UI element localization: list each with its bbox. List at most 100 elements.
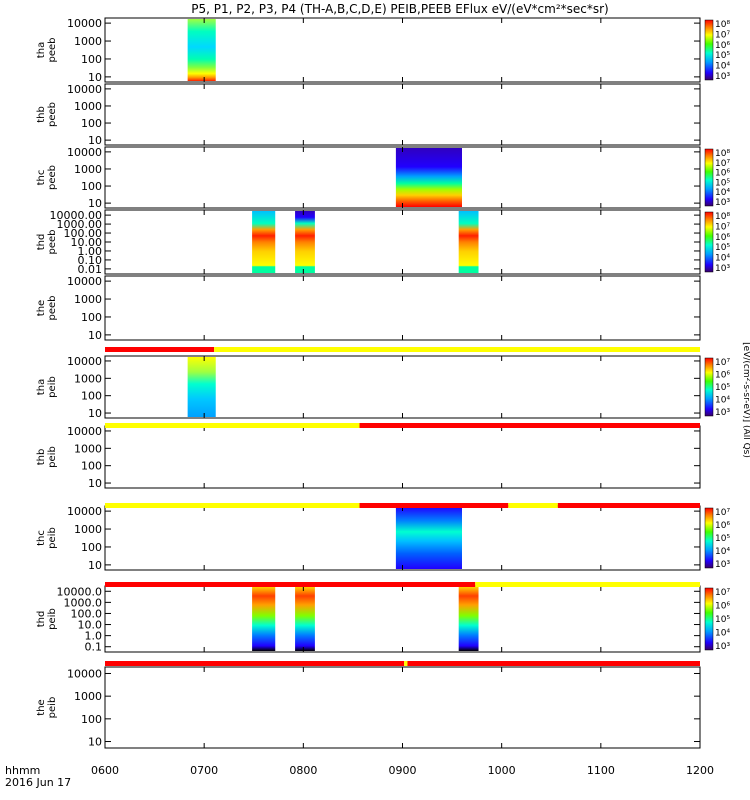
colorbar <box>704 587 714 651</box>
colorbar-tick-label: 10⁷ <box>715 588 730 598</box>
colorbar-tick-label: 10⁶ <box>715 521 730 531</box>
panel-thb-peeb: 10 100 1000 10000 thb peeb <box>36 83 701 147</box>
spectrogram-block <box>458 587 479 651</box>
x-tick-label: 1100 <box>587 764 615 777</box>
status-segment <box>508 503 558 508</box>
spectrogram-block <box>187 19 216 81</box>
spectrogram-block <box>295 211 315 273</box>
panel-the-peib: 10 100 1000 10000 the peib <box>36 666 701 749</box>
y-tick-label: 1000.0 <box>64 596 103 609</box>
y-tick-label: 1000 <box>74 100 102 113</box>
panel-label: thc peib <box>36 527 58 549</box>
colorbar-tick-label: 10⁷ <box>715 159 730 169</box>
panel-probe-label: the <box>36 699 47 715</box>
colorbar-tick-label: 10⁴ <box>715 547 730 557</box>
panel-label: tha peeb <box>36 38 58 63</box>
x-tick-label: 1000 <box>488 764 516 777</box>
colorbar-unit-label: [eV/(cm²-s-sr-eV)] (All Qs) <box>741 342 750 458</box>
spectrogram-block <box>187 357 216 417</box>
x-tick-label: 0700 <box>190 764 218 777</box>
status-bar <box>105 423 700 428</box>
panel-the-peeb: 10 100 1000 10000 the peeb <box>36 275 701 342</box>
y-tick-label: 0.1 <box>85 641 103 654</box>
panel-label: tha peib <box>36 376 58 398</box>
status-segment <box>475 582 700 587</box>
panel-probe-label: thb <box>36 106 47 123</box>
colorbar-tick-label: 10³ <box>715 198 730 208</box>
panel-frame <box>104 83 701 146</box>
y-tick-label: 10 <box>88 329 102 342</box>
y-tick-label: 10000 <box>67 17 102 30</box>
panel-product-label: peib <box>47 376 58 398</box>
status-segment <box>359 423 700 428</box>
status-bar <box>105 503 700 508</box>
colorbar-tick-label: 10⁸ <box>715 212 730 222</box>
status-bar-stack <box>105 347 701 666</box>
panel-label: the peeb <box>36 296 58 321</box>
panel-probe-label: thc <box>36 530 47 546</box>
y-tick-label: 10000 <box>67 83 102 96</box>
status-bar <box>105 347 701 352</box>
x-tick-label: 1200 <box>686 764 714 777</box>
y-tick-label: 10000 <box>67 355 102 368</box>
y-tick-label: 1000 <box>74 523 102 536</box>
colorbar-tick-label: 10⁴ <box>715 396 730 406</box>
colorbar-tick-label: 10⁸ <box>715 20 730 30</box>
panel-probe-label: tha <box>36 379 47 395</box>
colorbar-tick-label: 10⁴ <box>715 188 730 198</box>
y-tick-label: 10000.00 <box>50 209 103 222</box>
panel-thb-peib: 10 100 1000 10000 thb peib <box>36 425 701 490</box>
panel-tha-peib: 10 100 1000 10000 tha peib 10³ 10⁴ 10⁵ 10⁶ 10⁷ <box>36 355 730 420</box>
y-tick-label: 1000 <box>74 372 102 385</box>
y-tick-label: 1000 <box>74 163 102 176</box>
colorbar-tick-label: 10³ <box>715 408 730 418</box>
panel-thd-peeb: 0.010.101.0010.00100.001000.0010000.00th… <box>36 209 730 276</box>
panel-product-label: peib <box>47 697 58 719</box>
colorbar-tick-label: 10⁵ <box>715 534 730 544</box>
status-bar <box>105 661 700 666</box>
colorbar-tick-label: 10⁶ <box>715 371 730 381</box>
panel-label: thc peeb <box>36 165 58 190</box>
y-tick-label: 10.00 <box>71 236 103 249</box>
footer-hhmm-label: hhmm <box>5 764 40 777</box>
y-tick-label: 10 <box>88 71 102 84</box>
colorbar-tick-label: 10⁴ <box>715 254 730 264</box>
y-tick-label: 100 <box>81 390 102 403</box>
panel-product-label: peeb <box>47 38 58 63</box>
panel-product-label: peeb <box>47 102 58 127</box>
panel-label: thb peeb <box>36 102 58 127</box>
y-tick-label: 10000 <box>67 146 102 159</box>
panel-label: thd peeb <box>36 230 58 255</box>
status-segment <box>105 503 360 508</box>
colorbar-tick-label: 10⁶ <box>715 169 730 179</box>
spectrogram-block <box>252 587 276 651</box>
figure-title: P5, P1, P2, P3, P4 (TH-A,B,C,D,E) PEIB,P… <box>191 2 608 16</box>
colorbar <box>704 357 714 417</box>
y-tick-label: 10000 <box>67 275 102 288</box>
status-segment <box>105 661 405 666</box>
status-bar <box>105 582 700 587</box>
colorbar-tick-label: 10⁶ <box>715 41 730 51</box>
y-tick-label: 1000 <box>74 690 102 703</box>
y-tick-label: 1000.00 <box>57 218 103 231</box>
y-tick-label: 1.00 <box>78 245 103 258</box>
footer-date-label: 2016 Jun 17 <box>5 776 71 789</box>
panel-frame <box>104 666 701 749</box>
panel-probe-label: thc <box>36 170 47 186</box>
colorbar-tick-label: 10⁴ <box>715 629 730 639</box>
y-tick-label: 10 <box>88 477 102 490</box>
colorbar-tick-label: 10³ <box>715 72 730 82</box>
spectrogram-block <box>395 507 462 569</box>
y-tick-label: 10 <box>88 407 102 420</box>
panel-probe-label: thd <box>36 234 47 251</box>
y-tick-label: 10000 <box>67 505 102 518</box>
status-segment <box>105 423 360 428</box>
y-tick-label: 10 <box>88 736 102 749</box>
colorbar-tick-label: 10⁷ <box>715 30 730 40</box>
panel-frame <box>104 275 701 341</box>
panel-thc-peib: 10 100 1000 10000 thc peib 10³ 10⁴ 10⁵ 10⁶ 10⁷ <box>36 505 730 572</box>
y-tick-label: 10 <box>88 559 102 572</box>
colorbar-tick-label: 10³ <box>715 560 730 570</box>
